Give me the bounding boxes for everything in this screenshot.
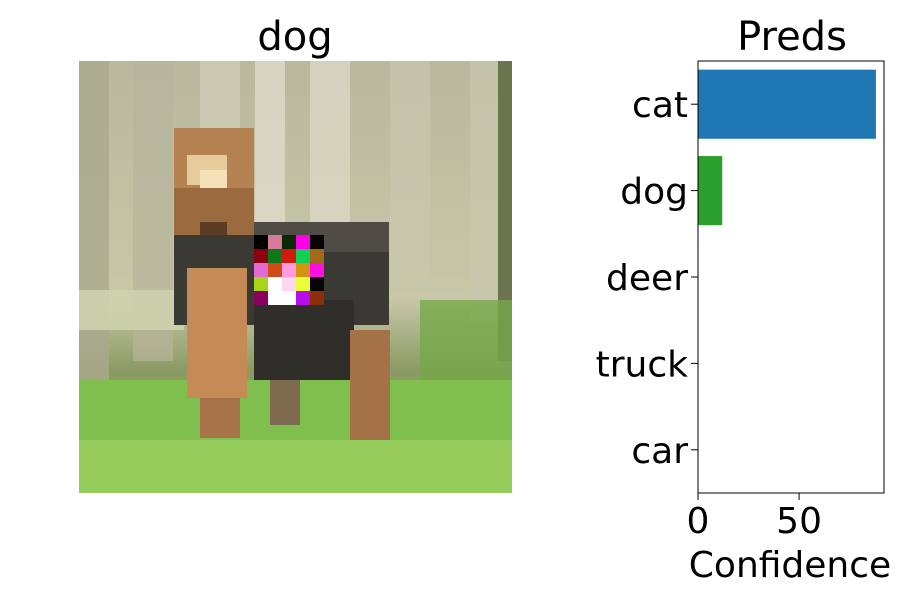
ytick-label-truck: truck [596,344,689,385]
image-title: dog [257,14,332,60]
ytick-label-dog: dog [620,172,688,213]
xtick-label-50: 50 [776,501,822,542]
pixelated-dog-image [79,61,512,493]
predictions-bar-chart: cat dog deer truck car 0 50 [596,60,885,542]
xtick-label-0: 0 [687,501,710,542]
bar-cat [698,69,876,139]
chart-title: Preds [737,14,847,60]
x-axis-label: Confidence [689,545,891,586]
ytick-label-deer: deer [606,258,688,299]
ytick-label-car: car [631,431,688,472]
plot-frame [697,60,885,494]
axes-frame [697,60,885,494]
bar-dog [698,156,723,226]
ytick-label-cat: cat [632,85,688,126]
adversarial-patch [254,235,324,305]
